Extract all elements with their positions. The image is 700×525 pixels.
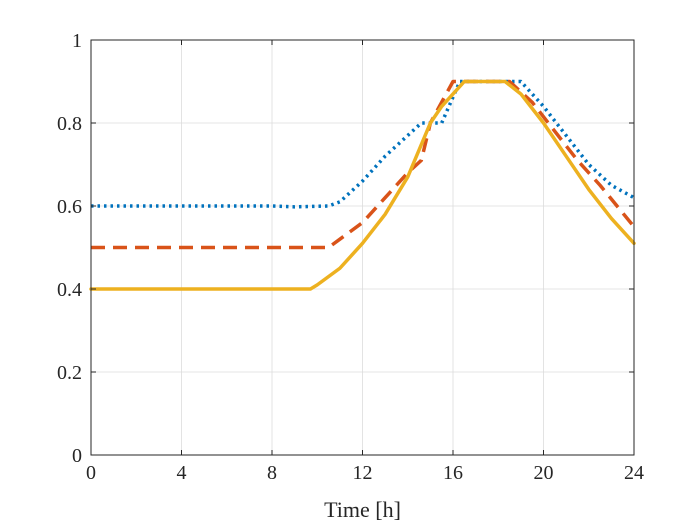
x-tick-label: 16 [443,462,463,484]
y-tick-label: 0 [72,445,82,467]
x-tick-label: 24 [624,462,644,484]
x-tick-label: 0 [86,462,96,484]
y-tick-label: 0.8 [57,113,82,135]
x-axis-label: Time [h] [324,497,401,522]
grid [90,39,635,456]
x-tick-label: 8 [267,462,277,484]
y-tick-label: 1 [72,30,82,52]
y-tick-label: 0.4 [57,279,82,301]
series-line-1 [91,79,635,209]
x-tick-label: 20 [534,462,554,484]
series-lines [89,79,636,291]
x-tick-label: 4 [177,462,187,484]
series-line-2 [91,79,636,250]
ticks: 0 4 8 12 16 20 24 0 0.2 0.4 0.6 0.8 1 [57,30,644,484]
y-tick-label: 0.6 [57,196,82,218]
y-tick-label: 0.2 [57,362,82,384]
series-line-3 [89,79,636,291]
x-tick-label: 12 [353,462,373,484]
